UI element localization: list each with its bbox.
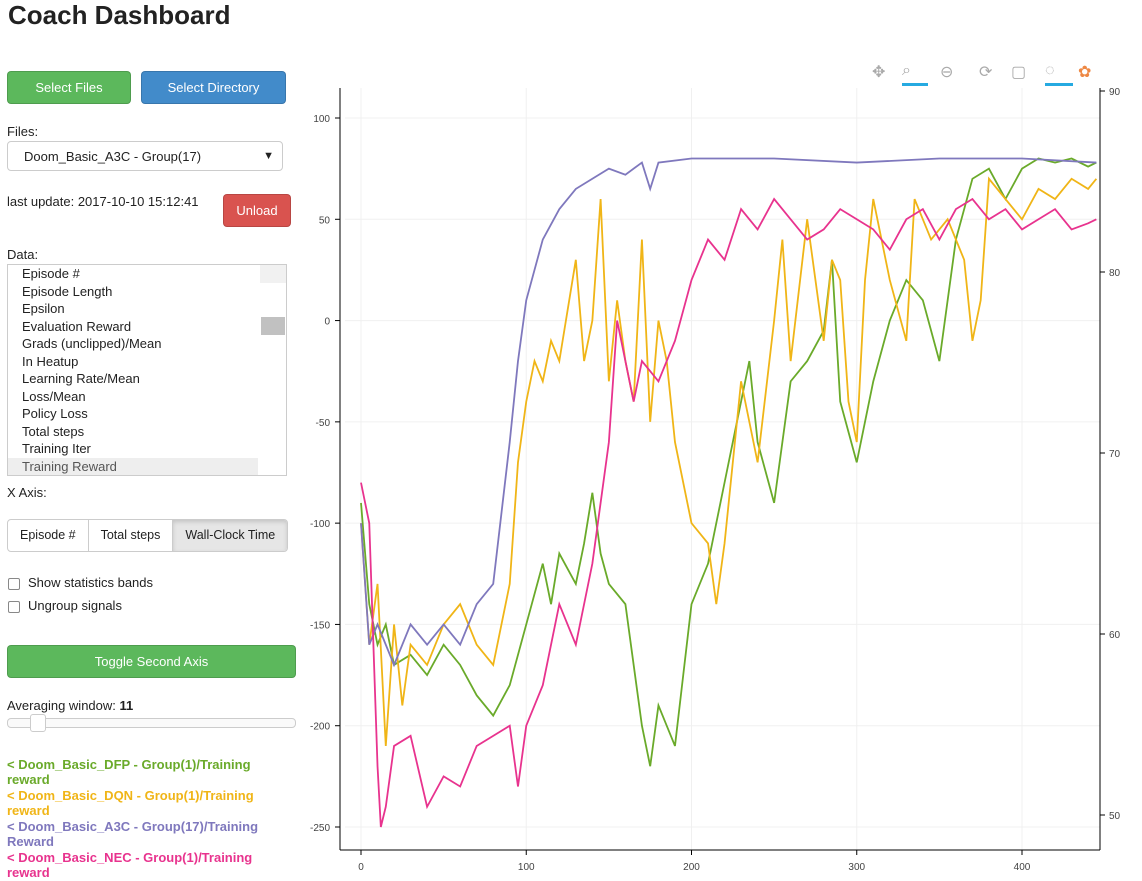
series-line (360, 197, 1097, 828)
series-line (360, 157, 1097, 767)
y-tick-label: -100 (310, 519, 330, 530)
x-axis-label: X Axis: (7, 485, 47, 500)
ungroup-checkbox[interactable] (8, 601, 20, 613)
data-list-item[interactable]: Policy Loss (22, 406, 88, 421)
data-list-item[interactable]: Training Reward (8, 457, 258, 475)
unload-button[interactable]: Unload (223, 194, 291, 227)
averaging-slider[interactable] (7, 714, 296, 732)
show-stats-checkbox[interactable] (8, 578, 20, 590)
select-files-button[interactable]: Select Files (7, 71, 131, 104)
bokeh-logo-icon[interactable]: ✿ (1078, 64, 1092, 81)
y-tick-label: -50 (316, 418, 331, 429)
y-tick-label: -250 (310, 823, 330, 834)
data-list-item[interactable]: Grads (unclipped)/Mean (22, 336, 162, 351)
x-tick-label: 400 (1014, 862, 1031, 873)
x-axis-tabs: Episode # Total steps Wall-Clock Time (7, 519, 289, 552)
last-update: last update: 2017-10-10 15:12:41 (7, 194, 199, 209)
y2-tick-label: 90 (1109, 87, 1121, 98)
wheel-zoom-icon[interactable]: ⊖ (940, 64, 954, 81)
tab-wall-clock-time[interactable]: Wall-Clock Time (173, 520, 288, 551)
y-tick-label: 0 (324, 317, 330, 328)
averaging-label: Averaging window: 11 (7, 698, 133, 713)
select-directory-button[interactable]: Select Directory (141, 71, 286, 104)
data-list[interactable]: Episode # Episode Length Epsilon Evaluation… (7, 264, 287, 476)
series-line (360, 176, 1098, 747)
show-stats-label: Show statistics bands (28, 575, 154, 590)
legend-entry[interactable]: < Doom_Basic_A3C - Group(17)/Training Re… (7, 819, 259, 849)
files-label: Files: (7, 124, 39, 139)
data-list-item[interactable]: Learning Rate/Mean (22, 371, 140, 386)
tab-episode[interactable]: Episode # (8, 520, 89, 551)
series-line (360, 157, 1097, 668)
x-tick-label: 0 (358, 862, 364, 873)
y-tick-label: -200 (310, 722, 330, 733)
data-list-item[interactable]: Training Iter (22, 441, 91, 456)
data-list-item[interactable]: Total steps (22, 423, 85, 439)
y-tick-label: 100 (313, 114, 330, 125)
data-list-item[interactable]: Episode # (22, 266, 80, 281)
scrollbar-thumb[interactable] (261, 317, 285, 335)
data-list-item[interactable]: In Heatup (22, 353, 79, 369)
data-list-item[interactable]: Evaluation Reward (22, 318, 132, 334)
data-label: Data: (7, 247, 39, 262)
y-tick-label: 50 (319, 215, 331, 226)
page-title: Coach Dashboard (8, 0, 231, 30)
x-tick-label: 200 (683, 862, 700, 873)
legend-entry[interactable]: < Doom_Basic_DFP - Group(1)/Training rew… (7, 757, 251, 787)
y2-tick-label: 50 (1109, 811, 1121, 822)
box-zoom-icon[interactable]: ⌕ (902, 62, 928, 86)
legend-entry[interactable]: < Doom_Basic_DQN - Group(1)/Training rew… (7, 788, 254, 818)
data-list-item[interactable]: Episode Length (22, 283, 113, 299)
averaging-text: Averaging window: (7, 698, 116, 713)
x-tick-label: 100 (518, 862, 535, 873)
crosshair-icon[interactable]: ◌ (1045, 62, 1073, 86)
files-selected: Doom_Basic_A3C - Group(17) (24, 148, 202, 164)
ungroup-label: Ungroup signals (28, 598, 122, 613)
scrollbar[interactable] (260, 265, 286, 335)
files-select[interactable]: Doom_Basic_A3C - Group(17) ▼ (7, 141, 283, 171)
tab-total-steps[interactable]: Total steps (89, 520, 174, 551)
data-list-item[interactable]: Epsilon (22, 301, 65, 316)
y2-tick-label: 70 (1109, 449, 1121, 460)
y2-tick-label: 80 (1109, 268, 1121, 279)
toggle-second-axis-button[interactable]: Toggle Second Axis (7, 645, 296, 678)
pan-icon[interactable]: ✥ (872, 64, 886, 81)
save-icon[interactable]: ▢ (1011, 64, 1027, 81)
y-tick-label: -150 (310, 620, 330, 631)
dropdown-arrow-icon: ▼ (263, 150, 274, 162)
slider-handle[interactable] (30, 714, 46, 732)
x-tick-label: 300 (848, 862, 865, 873)
data-list-item[interactable]: Loss/Mean (22, 388, 86, 404)
reset-icon[interactable]: ⟳ (979, 64, 993, 81)
legend-entry[interactable]: < Doom_Basic_NEC - Group(1)/Training rew… (7, 850, 253, 880)
y2-tick-label: 60 (1109, 630, 1121, 641)
averaging-value: 11 (119, 698, 134, 713)
